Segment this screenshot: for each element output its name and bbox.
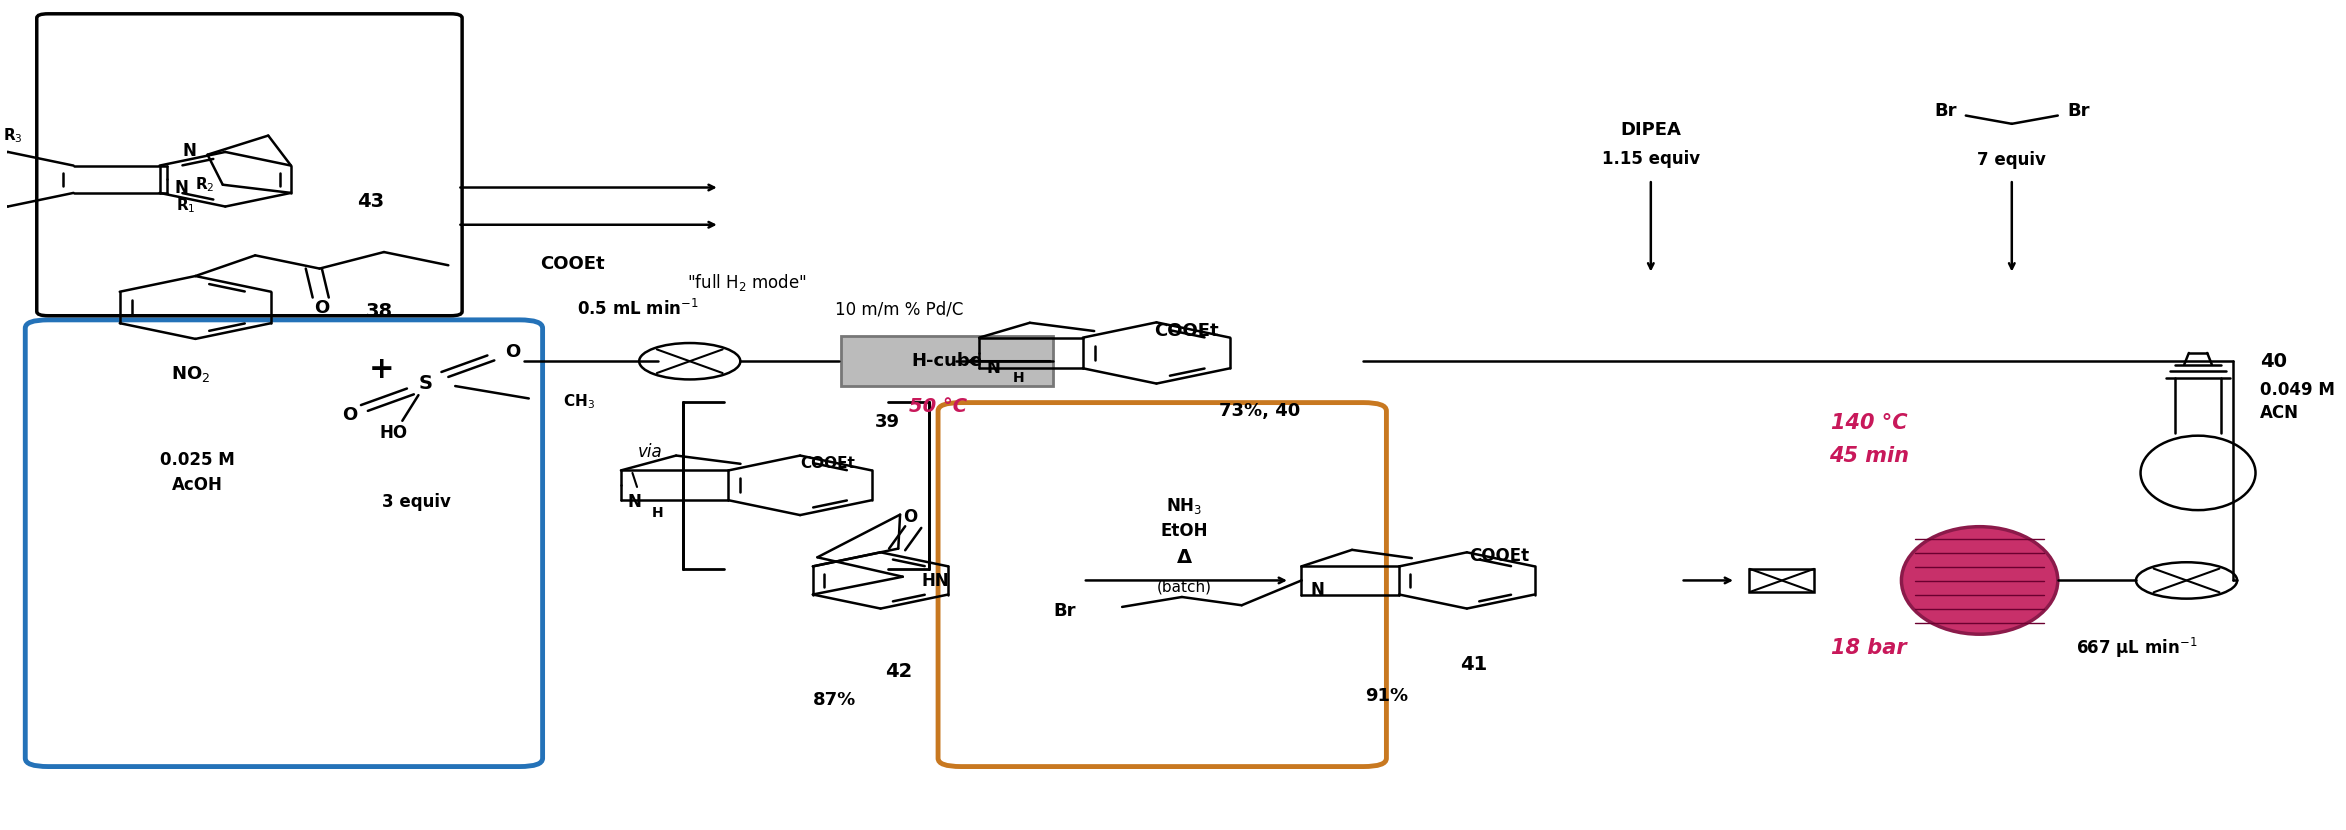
Text: O: O (903, 508, 917, 526)
Text: 40: 40 (2259, 352, 2287, 371)
Text: 10 m/m % Pd/C: 10 m/m % Pd/C (835, 300, 962, 318)
Text: 42: 42 (884, 662, 913, 681)
Text: 41: 41 (1459, 656, 1487, 674)
Text: "full H$_2$ mode": "full H$_2$ mode" (687, 272, 807, 293)
Text: N: N (174, 178, 188, 197)
Text: 7 equiv: 7 equiv (1978, 151, 2046, 169)
Text: 43: 43 (357, 192, 385, 211)
Text: 73%, 40: 73%, 40 (1220, 402, 1300, 420)
Text: O: O (314, 300, 328, 317)
Text: HO: HO (380, 424, 408, 442)
Text: 0.049 M: 0.049 M (2259, 381, 2334, 399)
Text: H: H (1013, 371, 1025, 385)
Text: COOEt: COOEt (540, 255, 605, 272)
Text: 667 µL min$^{-1}$: 667 µL min$^{-1}$ (2076, 637, 2198, 661)
Text: 87%: 87% (814, 691, 856, 710)
Text: HN: HN (922, 572, 948, 590)
Text: via: via (638, 443, 662, 461)
Text: 0.5 mL min$^{-1}$: 0.5 mL min$^{-1}$ (577, 299, 699, 320)
Text: 140 °C: 140 °C (1830, 413, 1907, 433)
Text: EtOH: EtOH (1161, 522, 1208, 540)
Text: 18 bar: 18 bar (1832, 638, 1907, 658)
Text: Br: Br (2067, 101, 2090, 120)
Text: Br: Br (1933, 101, 1957, 120)
Text: DIPEA: DIPEA (1621, 120, 1682, 139)
Text: NO$_2$: NO$_2$ (171, 364, 211, 383)
Text: 1.15 equiv: 1.15 equiv (1602, 149, 1701, 168)
Text: R$_3$: R$_3$ (2, 126, 23, 144)
Text: R$_2$: R$_2$ (195, 175, 213, 194)
Text: N: N (629, 493, 643, 510)
Text: 50 °C: 50 °C (908, 398, 967, 416)
Ellipse shape (2140, 436, 2255, 510)
Text: (batch): (batch) (1157, 579, 1211, 594)
Text: 38: 38 (366, 302, 392, 321)
Text: O: O (343, 406, 357, 424)
Ellipse shape (1903, 527, 2057, 634)
Text: 45 min: 45 min (1830, 447, 1910, 466)
Text: N: N (183, 142, 197, 159)
Text: 91%: 91% (1365, 687, 1408, 706)
Text: O: O (504, 343, 521, 361)
Text: S: S (418, 374, 432, 393)
Text: CH$_3$: CH$_3$ (563, 393, 596, 411)
Text: +: + (368, 355, 394, 384)
Text: NH$_3$: NH$_3$ (1166, 496, 1201, 516)
Text: ACN: ACN (2259, 404, 2299, 422)
Text: Δ: Δ (1175, 548, 1192, 567)
FancyBboxPatch shape (842, 336, 1053, 386)
Text: COOEt: COOEt (1469, 548, 1530, 565)
Text: AcOH: AcOH (171, 476, 223, 495)
Text: Br: Br (1053, 602, 1077, 620)
Text: R$_1$: R$_1$ (176, 196, 195, 215)
Text: H: H (652, 506, 664, 520)
Text: COOEt: COOEt (1154, 322, 1218, 340)
Text: H-cube: H-cube (913, 352, 983, 370)
Text: N: N (985, 359, 999, 377)
Text: COOEt: COOEt (800, 457, 856, 471)
Text: 39: 39 (875, 413, 901, 432)
Text: 0.025 M: 0.025 M (160, 452, 235, 470)
Text: 3 equiv: 3 equiv (382, 493, 450, 510)
Text: N: N (1311, 581, 1325, 599)
